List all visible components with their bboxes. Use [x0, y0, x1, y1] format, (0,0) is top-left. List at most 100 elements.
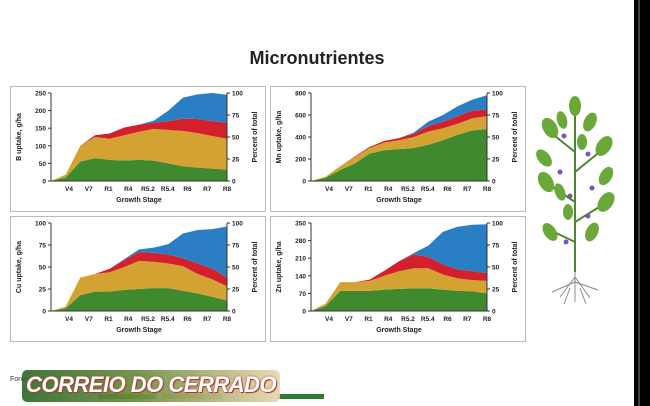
x-tick-label: R5.2	[401, 316, 415, 323]
area-series-2	[311, 254, 487, 311]
x-tick-label: R5.4	[421, 316, 435, 323]
x-tick-label: R5.2	[141, 186, 155, 193]
x-tick-label: R4	[384, 316, 393, 323]
chart-mn-uptake: 0 200 400 600 800 0 25 50 75 100 V4 V7 R1 R4 R5.2 R5.4 R…	[270, 86, 526, 212]
area-series-3	[51, 93, 227, 181]
y2-tick-label: 100	[492, 221, 503, 228]
y2-axis-title: Percent of total	[252, 241, 259, 292]
x-axis-title: Growth Stage	[376, 197, 422, 204]
y-tick-label: 25	[39, 287, 47, 294]
y2-tick-label: 75	[232, 243, 240, 250]
area-series-0	[51, 158, 227, 181]
area-series-3	[311, 224, 487, 311]
x-tick-label: V4	[325, 316, 333, 323]
x-tick-label: R5.2	[141, 316, 155, 323]
x-tick-label: R5.4	[161, 186, 175, 193]
watermark-banner	[22, 370, 280, 402]
y-tick-label: 50	[39, 265, 47, 272]
x-tick-label: R4	[384, 186, 393, 193]
y2-tick-label: 25	[232, 287, 240, 294]
chart-mn-svg: 0 200 400 600 800 0 25 50 75 100 V4 V7 R1 R4 R5.2 R5.4 R…	[276, 91, 519, 205]
x-tick-label: R8	[223, 316, 232, 323]
y2-tick-label: 0	[232, 309, 236, 316]
x-tick-label: R4	[124, 316, 133, 323]
x-tick-label: R8	[223, 186, 232, 193]
y2-tick-label: 50	[232, 135, 240, 142]
y-axis-title: Zn uptake, g/ha	[276, 241, 283, 292]
x-tick-label: R6	[443, 316, 452, 323]
y-tick-label: 50	[39, 161, 47, 168]
x-tick-label: R5.4	[161, 316, 175, 323]
y2-tick-label: 0	[492, 309, 496, 316]
x-axis-title: Growth Stage	[376, 327, 422, 334]
y-axis-title: Cu uptake, g/ha	[16, 241, 23, 293]
y-tick-label: 350	[295, 221, 306, 228]
y2-tick-label: 0	[492, 179, 496, 186]
y-tick-label: 210	[295, 256, 306, 263]
y-tick-label: 100	[35, 221, 46, 228]
x-tick-label: R1	[364, 316, 373, 323]
y2-axis-title: Percent of total	[512, 241, 519, 292]
chart-b-svg: 0 50 100 150 200 250 0 25 50 75 100 V4 V7 R1 R4 R5.2 R5.…	[16, 91, 259, 205]
x-tick-label: R8	[483, 316, 492, 323]
area-series-1	[311, 268, 487, 311]
x-tick-label: V4	[65, 316, 73, 323]
x-tick-label: R4	[124, 186, 133, 193]
x-tick-label: R7	[203, 186, 212, 193]
y2-tick-label: 25	[492, 287, 500, 294]
y-tick-label: 400	[295, 135, 306, 142]
y2-tick-label: 50	[492, 265, 500, 272]
x-tick-label: R6	[183, 316, 192, 323]
y2-tick-label: 0	[232, 179, 236, 186]
y-axis-title: B uptake, g/ha	[16, 113, 23, 161]
area-series-0	[311, 288, 487, 311]
y2-axis-title: Percent of total	[252, 111, 259, 162]
x-tick-label: R1	[104, 316, 113, 323]
x-tick-label: V4	[325, 186, 333, 193]
x-tick-label: R8	[483, 186, 492, 193]
x-axis-title: Growth Stage	[116, 327, 162, 334]
chart-cu-svg: 0 25 50 75 100 0 25 50 75 100 V4 V7 R1 R4 R5.2 R5.4 R6 R7…	[16, 221, 259, 335]
y2-tick-label: 75	[232, 113, 240, 120]
y-tick-label: 0	[302, 179, 306, 186]
chart-zn-svg: 0 70 140 210 280 350 0 25 50 75 100 V4 V7 R1 R4 R5.2 R5.…	[276, 221, 519, 335]
y2-tick-label: 50	[232, 265, 240, 272]
x-tick-label: R7	[203, 316, 212, 323]
x-axis-title: Growth Stage	[116, 197, 162, 204]
y-tick-label: 280	[295, 238, 306, 245]
y2-tick-label: 25	[492, 157, 500, 164]
chart-zn-uptake: 0 70 140 210 280 350 0 25 50 75 100 V4 V7 R1 R4 R5.2 R5.…	[270, 216, 526, 342]
y-tick-label: 150	[35, 126, 46, 133]
window-edge	[634, 0, 650, 406]
area-series-2	[311, 109, 487, 181]
area-series-1	[51, 128, 227, 181]
chart-cu-uptake: 0 25 50 75 100 0 25 50 75 100 V4 V7 R1 R4 R5.2 R5.4 R6 R7…	[10, 216, 266, 342]
y2-tick-label: 75	[492, 243, 500, 250]
x-tick-label: R6	[183, 186, 192, 193]
y-tick-label: 100	[35, 143, 46, 150]
area-series-2	[51, 118, 227, 181]
y-axis-title: Mn uptake, g/ha	[276, 110, 283, 163]
y-tick-label: 0	[302, 309, 306, 316]
y-tick-label: 0	[42, 309, 46, 316]
y-tick-label: 75	[39, 243, 47, 250]
y-tick-label: 250	[35, 91, 46, 98]
y-tick-label: 0	[42, 179, 46, 186]
area-series-1	[51, 260, 227, 311]
area-series-1	[311, 116, 487, 181]
x-tick-label: V4	[65, 186, 73, 193]
x-tick-label: V7	[345, 186, 353, 193]
x-tick-label: R6	[443, 186, 452, 193]
y2-axis-title: Percent of total	[512, 111, 519, 162]
source-label: Fonte:	[10, 376, 30, 383]
x-tick-label: V7	[345, 316, 353, 323]
x-tick-label: R1	[104, 186, 113, 193]
area-series-3	[51, 226, 227, 311]
y2-tick-label: 75	[492, 113, 500, 120]
area-series-0	[311, 129, 487, 181]
y-tick-label: 200	[35, 108, 46, 115]
y2-tick-label: 100	[232, 221, 243, 228]
y2-tick-label: 50	[492, 135, 500, 142]
x-tick-label: R7	[463, 186, 472, 193]
y-tick-label: 200	[295, 157, 306, 164]
